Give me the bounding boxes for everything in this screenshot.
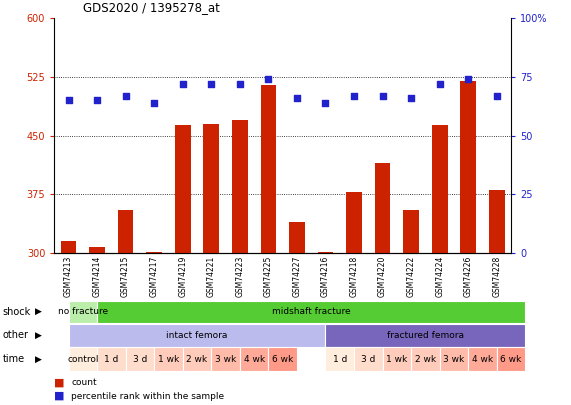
Text: 6 wk: 6 wk	[500, 354, 522, 364]
Text: 1 d: 1 d	[332, 354, 347, 364]
Text: midshaft fracture: midshaft fracture	[272, 307, 351, 316]
Text: 2 wk: 2 wk	[187, 354, 207, 364]
Text: GDS2020 / 1395278_at: GDS2020 / 1395278_at	[83, 1, 220, 14]
Bar	[403, 210, 419, 253]
Bar	[118, 210, 134, 253]
Point	[464, 76, 473, 83]
Bar	[175, 126, 191, 253]
Text: 1 d: 1 d	[104, 354, 119, 364]
Bar	[232, 120, 248, 253]
Point	[235, 81, 244, 87]
Bar	[375, 163, 391, 253]
Text: 3 d: 3 d	[132, 354, 147, 364]
Point	[64, 97, 73, 104]
Text: fractured femora: fractured femora	[387, 331, 464, 340]
Text: 4 wk: 4 wk	[472, 354, 493, 364]
Bar	[146, 252, 162, 253]
Text: ▶: ▶	[35, 354, 42, 364]
Text: ■: ■	[54, 378, 65, 388]
Text: control: control	[67, 354, 99, 364]
Point	[178, 81, 187, 87]
Text: shock: shock	[3, 307, 31, 317]
Point	[150, 100, 159, 106]
Text: ■: ■	[54, 391, 65, 401]
Point	[93, 97, 102, 104]
Point	[321, 100, 330, 106]
Text: ▶: ▶	[35, 331, 42, 340]
Point	[378, 92, 387, 99]
Point	[207, 81, 216, 87]
Point	[264, 76, 273, 83]
Bar	[317, 252, 333, 253]
Point	[121, 92, 130, 99]
Point	[435, 81, 444, 87]
Text: 3 wk: 3 wk	[443, 354, 465, 364]
Text: other: other	[3, 330, 29, 340]
Text: 6 wk: 6 wk	[272, 354, 293, 364]
Text: ▶: ▶	[35, 307, 42, 316]
Text: time: time	[3, 354, 25, 364]
Point	[492, 92, 501, 99]
Text: 1 wk: 1 wk	[386, 354, 408, 364]
Bar	[489, 190, 505, 253]
Bar	[346, 192, 362, 253]
Text: 3 d: 3 d	[361, 354, 376, 364]
Bar	[289, 222, 305, 253]
Point	[349, 92, 359, 99]
Text: 3 wk: 3 wk	[215, 354, 236, 364]
Text: 1 wk: 1 wk	[158, 354, 179, 364]
Point	[407, 95, 416, 101]
Text: 4 wk: 4 wk	[244, 354, 264, 364]
Text: no fracture: no fracture	[58, 307, 108, 316]
Point	[292, 95, 301, 101]
Text: 2 wk: 2 wk	[415, 354, 436, 364]
Bar	[432, 126, 448, 253]
Bar	[460, 81, 476, 253]
Bar	[260, 85, 276, 253]
Text: percentile rank within the sample: percentile rank within the sample	[71, 392, 224, 401]
Bar	[61, 241, 77, 253]
Bar	[203, 124, 219, 253]
Text: count: count	[71, 378, 97, 387]
Text: intact femora: intact femora	[166, 331, 228, 340]
Bar	[89, 247, 105, 253]
